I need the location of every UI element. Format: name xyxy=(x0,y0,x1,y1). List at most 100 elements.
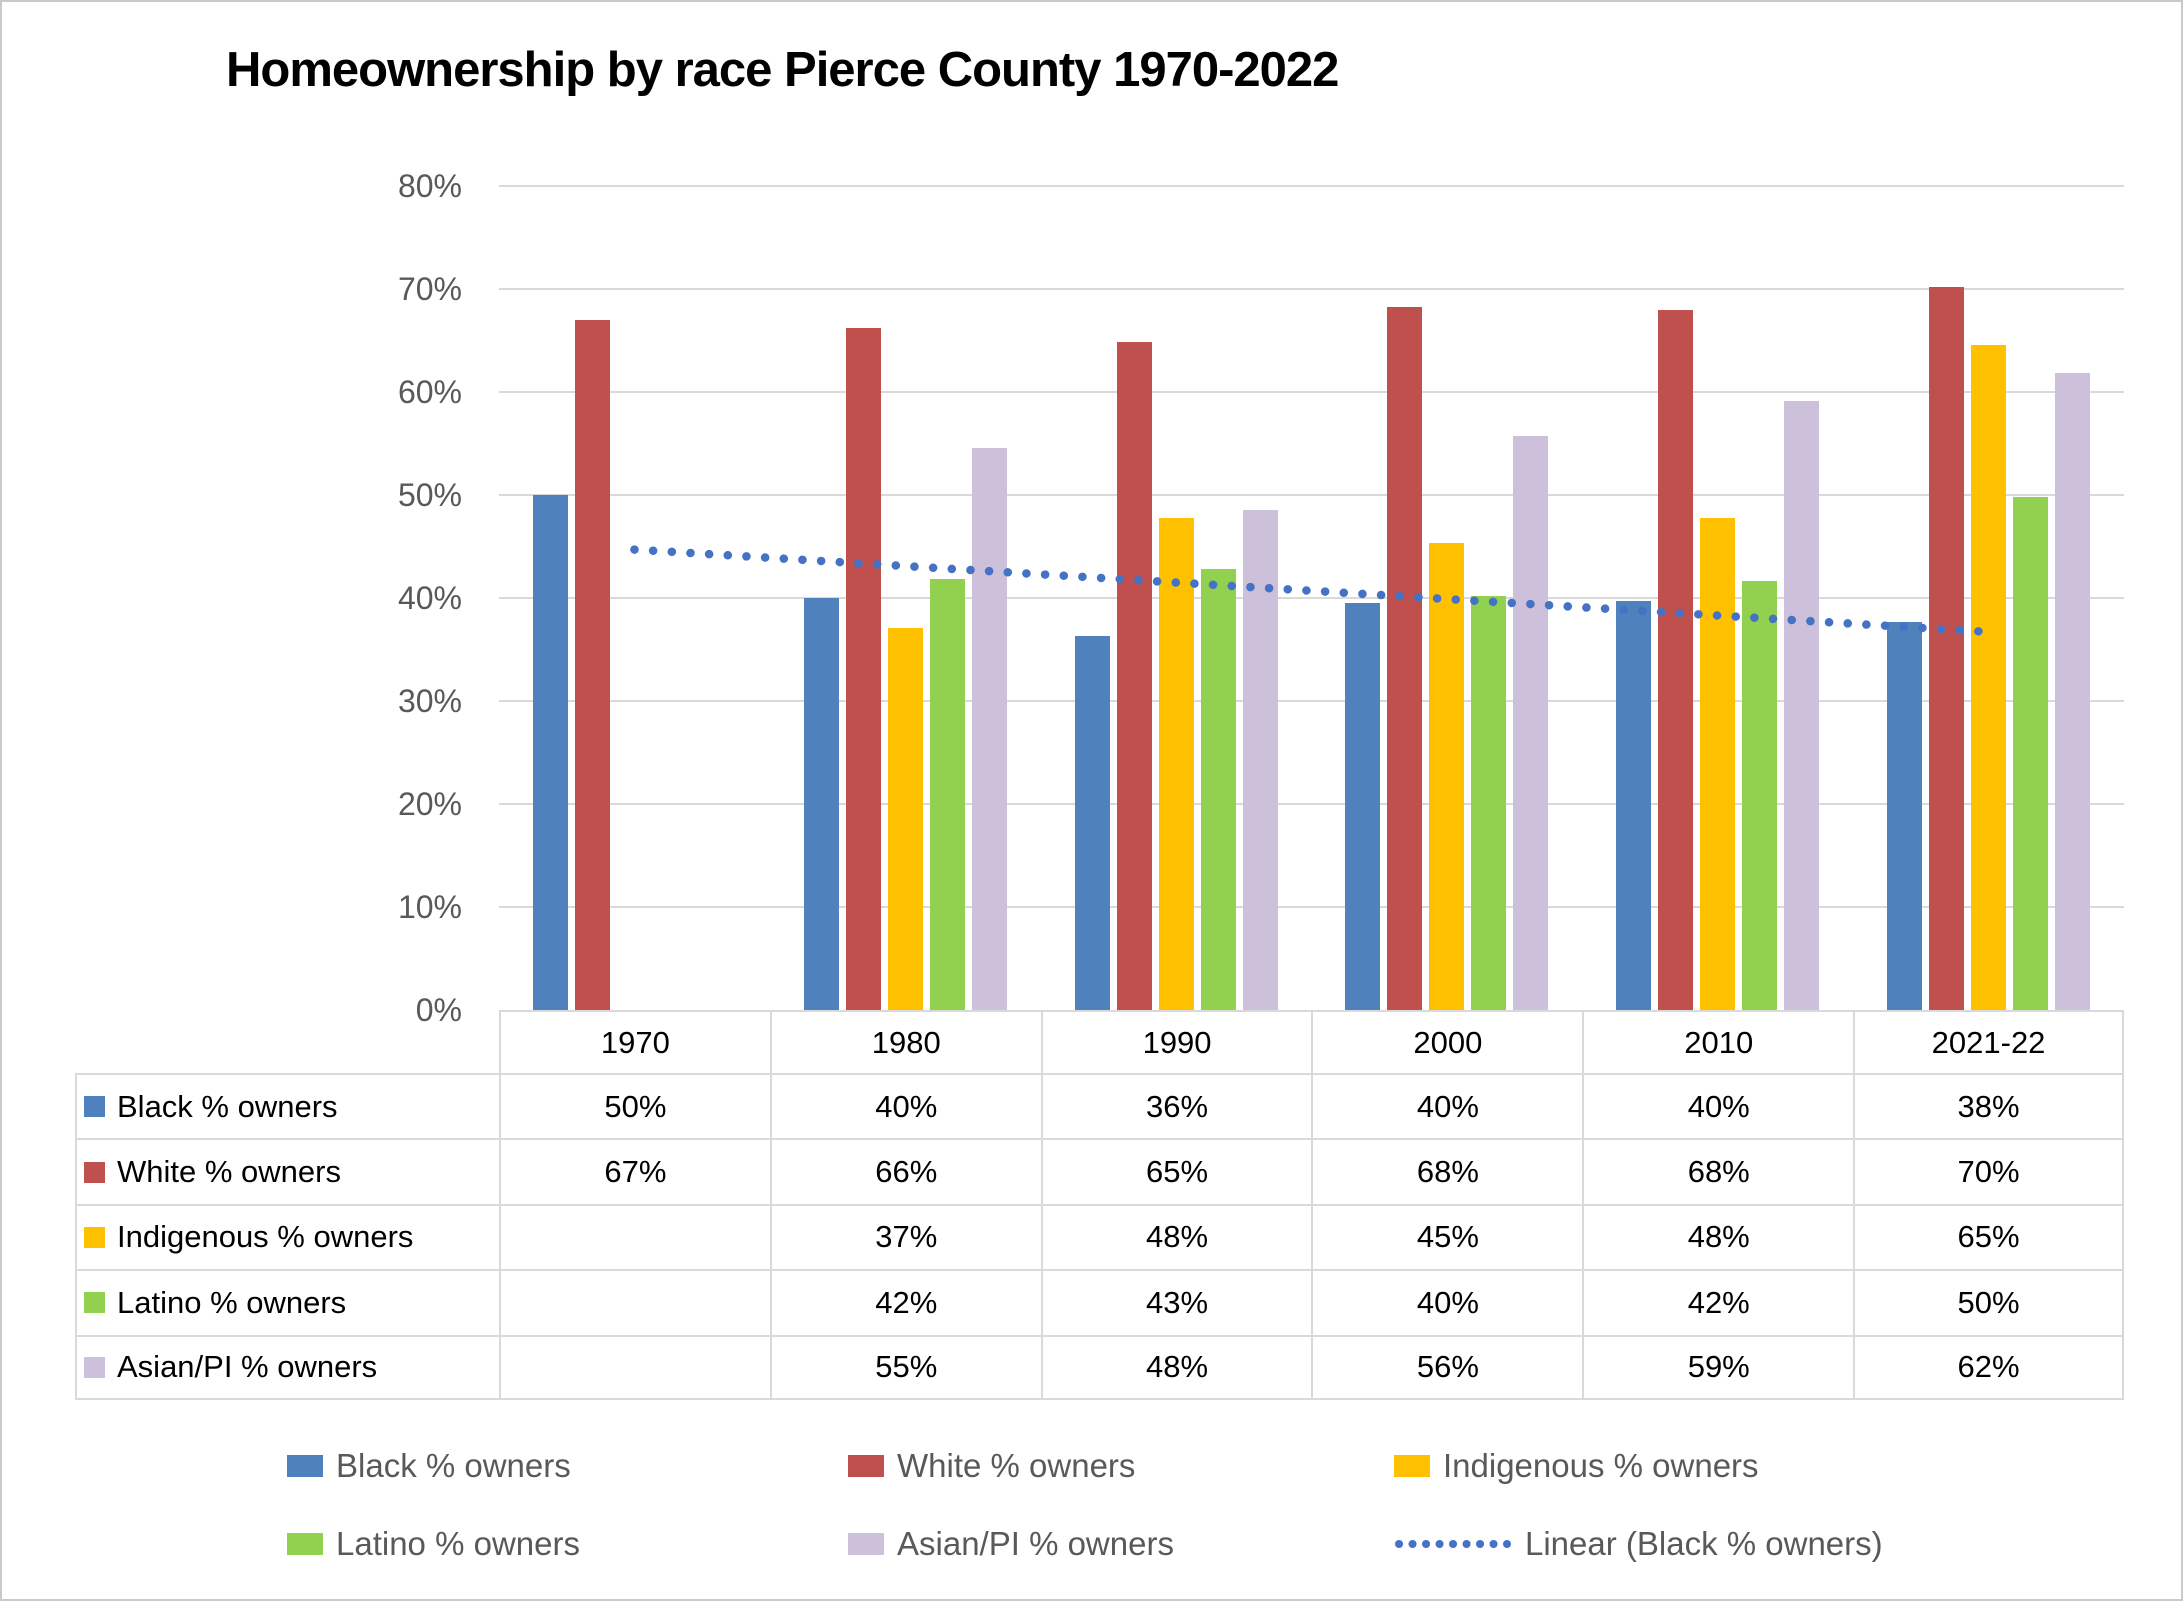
gridline-20pct xyxy=(499,803,2124,805)
table-cell-black-owners-2021-22: 38% xyxy=(1853,1073,2124,1139)
table-cell-asian-pi-owners-2021-22: 62% xyxy=(1853,1334,2124,1400)
table-cell-indigenous-owners-1980: 37% xyxy=(769,1203,1041,1270)
table-header-2021-22: 2021-22 xyxy=(1853,1010,2124,1073)
table-cell-latino-owners-2010: 42% xyxy=(1582,1269,1854,1335)
bar-black-owners-2021-22 xyxy=(1887,621,1923,1010)
y-axis-label-70pct: 70% xyxy=(397,271,462,307)
legend-swatch-indigenous-owners xyxy=(1394,1455,1430,1477)
table-cell-white-owners-2021-22: 70% xyxy=(1853,1138,2124,1204)
y-axis-label-60pct: 60% xyxy=(397,374,462,410)
chart-data-table: 1970 1980 1990 2000 2010 2021-22 Black % owner… xyxy=(75,1010,2124,1400)
table-header-label: 2021-22 xyxy=(1931,1024,2046,1060)
table-cell-value: 48% xyxy=(1146,1219,1209,1255)
table-cell-black-owners-2000: 40% xyxy=(1311,1073,1583,1139)
table-cell-value: 40% xyxy=(875,1088,938,1124)
table-header-label: 1980 xyxy=(871,1024,941,1060)
table-cell-white-owners-1980: 66% xyxy=(769,1138,1041,1204)
legend-item-asian-pi-owners: Asian/PI % owners xyxy=(848,1523,1174,1565)
legend-dotted-line-icon xyxy=(1395,1540,1511,1548)
table-cell-value: 70% xyxy=(1957,1154,2020,1190)
table-header-1990: 1990 xyxy=(1040,1010,1312,1073)
legend-label: Linear (Black % owners) xyxy=(1525,1525,1883,1562)
bar-black-owners-2000 xyxy=(1345,603,1381,1010)
legend-swatch-asian-pi-owners xyxy=(848,1533,884,1555)
table-cell-asian-pi-owners-1970 xyxy=(499,1334,770,1400)
series-name: Indigenous % owners xyxy=(117,1219,414,1255)
legend-item-linear-black-owners: Linear (Black % owners) xyxy=(1394,1523,1883,1565)
legend-label: Asian/PI % owners xyxy=(897,1525,1174,1562)
table-cell-indigenous-owners-1990: 48% xyxy=(1040,1203,1312,1270)
table-cell-value: 50% xyxy=(604,1088,667,1124)
table-swatch-latino-owners xyxy=(84,1292,105,1314)
gridline-50pct xyxy=(499,494,2124,496)
table-cell-indigenous-owners-2010: 48% xyxy=(1582,1203,1854,1270)
plot-area xyxy=(499,185,2124,1010)
table-row-label-white-owners: White % owners xyxy=(75,1138,499,1204)
table-cell-white-owners-1970: 67% xyxy=(499,1138,770,1204)
table-swatch-black-owners xyxy=(84,1096,105,1118)
bar-asian-pi-owners-2021-22 xyxy=(2055,373,2091,1010)
legend-label: Latino % owners xyxy=(336,1525,580,1562)
bar-latino-owners-2010 xyxy=(1742,580,1778,1010)
table-cell-white-owners-2010: 68% xyxy=(1582,1138,1854,1204)
gridline-60pct xyxy=(499,391,2124,393)
bar-white-owners-2021-22 xyxy=(1929,286,1965,1010)
bar-asian-pi-owners-2000 xyxy=(1513,436,1549,1010)
table-cell-value: 50% xyxy=(1957,1284,2020,1320)
table-header-label: 2010 xyxy=(1684,1024,1754,1060)
series-name: Black % owners xyxy=(117,1088,338,1124)
table-row-label-latino-owners: Latino % owners xyxy=(75,1269,499,1335)
table-cell-value: 38% xyxy=(1957,1088,2020,1124)
legend-swatch-black-owners xyxy=(287,1455,323,1477)
legend-item-indigenous-owners: Indigenous % owners xyxy=(1394,1445,1759,1487)
table-cell-black-owners-2010: 40% xyxy=(1582,1073,1854,1139)
bar-black-owners-1980 xyxy=(803,598,839,1010)
bar-indigenous-owners-2010 xyxy=(1700,517,1736,1010)
series-name: Latino % owners xyxy=(117,1284,347,1320)
bar-latino-owners-1980 xyxy=(929,579,965,1010)
bar-white-owners-2000 xyxy=(1387,306,1423,1010)
table-corner-cell xyxy=(75,1010,499,1073)
table-header-label: 1970 xyxy=(600,1024,670,1060)
legend-swatch-white-owners xyxy=(848,1455,884,1477)
bar-black-owners-1970 xyxy=(532,495,568,1010)
table-cell-black-owners-1980: 40% xyxy=(769,1073,1041,1139)
y-axis-label-0pct: 0% xyxy=(415,992,462,1028)
bar-asian-pi-owners-1980 xyxy=(971,447,1007,1010)
table-cell-value: 48% xyxy=(1146,1349,1209,1385)
table-cell-value: 68% xyxy=(1416,1154,1479,1190)
y-axis-label-30pct: 30% xyxy=(397,683,462,719)
table-cell-black-owners-1990: 36% xyxy=(1040,1073,1312,1139)
table-header-label: 2000 xyxy=(1413,1024,1483,1060)
table-cell-value: 68% xyxy=(1687,1154,1750,1190)
legend-item-white-owners: White % owners xyxy=(848,1445,1135,1487)
table-cell-indigenous-owners-2021-22: 65% xyxy=(1853,1203,2124,1270)
table-cell-value: 37% xyxy=(875,1219,938,1255)
gridline-40pct xyxy=(499,597,2124,599)
table-cell-value: 43% xyxy=(1146,1284,1209,1320)
table-row-label-black-owners: Black % owners xyxy=(75,1073,499,1139)
table-cell-value: 45% xyxy=(1416,1219,1479,1255)
y-axis-label-50pct: 50% xyxy=(397,477,462,513)
bar-white-owners-2010 xyxy=(1658,309,1694,1010)
table-swatch-indigenous-owners xyxy=(84,1226,105,1248)
table-cell-value: 40% xyxy=(1416,1284,1479,1320)
legend-item-black-owners: Black % owners xyxy=(287,1445,571,1487)
table-row-label-indigenous-owners: Indigenous % owners xyxy=(75,1203,499,1270)
table-cell-value: 67% xyxy=(604,1154,667,1190)
table-header-2010: 2010 xyxy=(1582,1010,1854,1073)
bar-latino-owners-1990 xyxy=(1200,569,1236,1010)
table-header-2000: 2000 xyxy=(1311,1010,1583,1073)
table-cell-value: 59% xyxy=(1687,1349,1750,1385)
table-header-1970: 1970 xyxy=(499,1010,770,1073)
bar-white-owners-1970 xyxy=(574,319,610,1010)
bar-asian-pi-owners-2010 xyxy=(1784,401,1820,1010)
table-cell-value: 62% xyxy=(1957,1349,2020,1385)
table-cell-value: 40% xyxy=(1687,1088,1750,1124)
y-axis-label-80pct: 80% xyxy=(397,168,462,204)
table-cell-value: 40% xyxy=(1416,1088,1479,1124)
table-cell-value: 65% xyxy=(1957,1219,2020,1255)
bar-asian-pi-owners-1990 xyxy=(1242,510,1278,1010)
table-cell-indigenous-owners-1970 xyxy=(499,1203,770,1270)
